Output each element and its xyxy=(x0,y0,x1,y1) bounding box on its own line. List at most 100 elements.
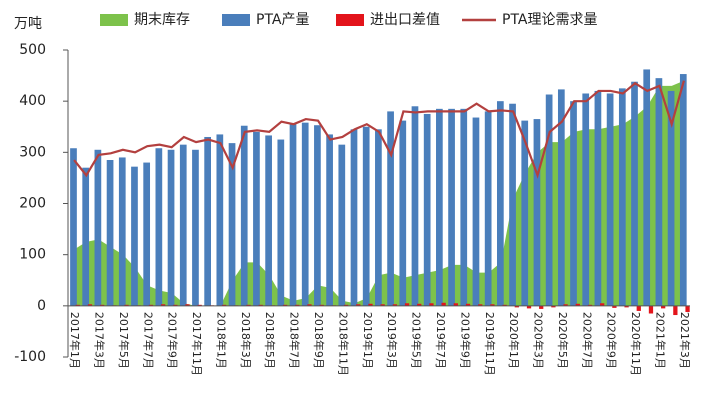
bar xyxy=(679,74,687,306)
bar xyxy=(277,139,285,306)
bar xyxy=(648,305,654,314)
bar xyxy=(179,144,187,306)
bar xyxy=(70,148,77,306)
x-tick-label: 2018年5月 xyxy=(263,312,277,369)
bar xyxy=(87,304,93,306)
bar xyxy=(246,304,251,306)
x-tick-label: 2020年1月 xyxy=(507,312,521,369)
legend-label: 期末库存 xyxy=(134,12,190,28)
y-tick-label: 100 xyxy=(19,247,46,263)
bar xyxy=(429,303,434,306)
bar xyxy=(631,81,638,306)
bar xyxy=(192,149,199,306)
bar xyxy=(453,303,458,306)
bar xyxy=(221,304,227,306)
x-tick-label: 2018年9月 xyxy=(312,312,326,369)
bar xyxy=(496,101,504,306)
y-tick-label: 400 xyxy=(19,93,46,109)
bar xyxy=(343,304,349,306)
x-tick-label: 2019年5月 xyxy=(410,312,424,369)
bar xyxy=(399,120,407,306)
bar xyxy=(509,103,516,306)
bar xyxy=(143,162,151,306)
x-tick-label: 2017年1月 xyxy=(68,312,82,369)
legend-swatch xyxy=(336,14,364,26)
bar xyxy=(404,303,410,306)
bar xyxy=(94,149,102,306)
x-tick-label: 2019年3月 xyxy=(385,312,399,369)
bar xyxy=(368,303,373,306)
bar xyxy=(441,302,446,306)
bar xyxy=(167,149,175,306)
legend-label: PTA产量 xyxy=(256,12,309,28)
bar xyxy=(539,305,544,309)
bar xyxy=(411,106,419,306)
bar xyxy=(258,304,263,306)
bar xyxy=(295,304,300,306)
y-tick-label: 500 xyxy=(19,42,46,58)
bar xyxy=(392,304,397,306)
bar xyxy=(197,304,202,306)
x-tick-label: 2017年11月 xyxy=(190,312,204,376)
bar xyxy=(253,131,260,306)
x-tick-label: 2017年7月 xyxy=(141,312,155,369)
bar xyxy=(636,305,641,311)
bar xyxy=(350,129,358,306)
bar xyxy=(570,101,577,306)
legend-label: PTA理论需求量 xyxy=(502,12,597,28)
bar xyxy=(685,305,690,312)
x-tick-label: 2018年11月 xyxy=(336,312,350,376)
x-tick-label: 2021年3月 xyxy=(678,312,692,369)
x-tick-label: 2018年1月 xyxy=(214,312,228,369)
x-tick-label: 2020年7月 xyxy=(580,312,594,369)
bar xyxy=(240,125,248,306)
x-tick-label: 2019年1月 xyxy=(361,312,375,369)
bar xyxy=(100,304,105,306)
bar xyxy=(436,108,443,306)
x-tick-label: 2017年5月 xyxy=(117,312,131,369)
bar xyxy=(587,304,593,306)
bar xyxy=(514,305,519,308)
bar xyxy=(606,93,614,306)
x-tick-label: 2018年7月 xyxy=(288,312,302,369)
bar xyxy=(618,88,626,306)
bar xyxy=(545,94,553,306)
bar xyxy=(338,144,346,306)
bar xyxy=(417,303,422,306)
bar xyxy=(307,304,312,306)
x-tick-label: 2019年11月 xyxy=(483,312,497,376)
bar xyxy=(478,304,483,306)
bar xyxy=(521,120,529,306)
bar xyxy=(75,304,80,306)
y-tick-label: 0 xyxy=(37,298,46,314)
x-tick-label: 2019年9月 xyxy=(458,312,472,369)
x-tick-label: 2020年3月 xyxy=(532,312,546,369)
bar xyxy=(533,119,541,306)
bar xyxy=(551,305,556,308)
bar xyxy=(582,93,590,306)
bar xyxy=(319,304,324,306)
bar xyxy=(460,108,468,306)
bar xyxy=(423,113,431,306)
y-tick-label: 300 xyxy=(19,144,46,160)
bar xyxy=(289,124,297,306)
x-tick-label: 2020年11月 xyxy=(629,312,643,376)
bar xyxy=(106,160,114,306)
bar xyxy=(667,90,675,306)
unit-label: 万吨 xyxy=(14,16,42,32)
bar xyxy=(380,304,385,306)
stock-area xyxy=(74,80,684,306)
bar xyxy=(118,157,126,306)
bar xyxy=(124,304,129,306)
bar xyxy=(484,111,492,306)
bar xyxy=(82,167,90,306)
bar xyxy=(387,111,394,306)
legend-swatch xyxy=(222,14,250,26)
bar xyxy=(314,125,321,306)
bar xyxy=(265,135,272,306)
bar xyxy=(490,304,495,306)
bar xyxy=(185,304,190,306)
bar xyxy=(131,166,138,306)
bar xyxy=(624,305,629,308)
